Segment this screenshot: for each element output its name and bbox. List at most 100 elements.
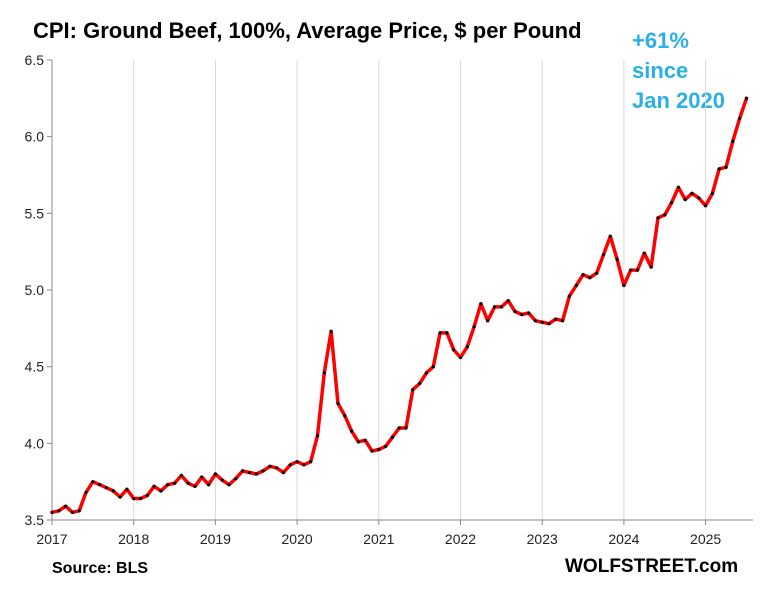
data-point xyxy=(179,473,183,478)
data-point xyxy=(125,487,129,491)
data-point xyxy=(166,483,170,487)
data-point xyxy=(724,165,728,169)
data-point xyxy=(533,319,538,323)
data-point xyxy=(322,371,326,375)
data-point xyxy=(118,495,122,499)
data-point xyxy=(710,191,715,195)
data-point xyxy=(91,480,95,484)
data-point xyxy=(465,345,469,349)
data-point xyxy=(397,426,401,430)
data-point xyxy=(309,460,313,464)
y-tick-label: 5.0 xyxy=(25,282,45,298)
data-point xyxy=(159,489,163,493)
data-point xyxy=(574,283,578,287)
x-tick-label: 2025 xyxy=(690,531,721,547)
data-point xyxy=(84,490,88,494)
data-point xyxy=(642,251,646,255)
change-annotation: +61% since Jan 2020 xyxy=(632,26,750,116)
data-point xyxy=(186,481,190,485)
data-point xyxy=(302,463,306,467)
data-point xyxy=(486,319,490,323)
data-point xyxy=(656,216,660,220)
data-point xyxy=(111,489,115,493)
data-point xyxy=(683,197,687,202)
data-point xyxy=(152,484,156,488)
source-note: Source: BLS xyxy=(52,560,149,577)
data-point xyxy=(241,469,245,473)
data-point xyxy=(363,438,367,442)
data-point xyxy=(540,320,544,324)
y-tick-label: 5.5 xyxy=(25,205,45,221)
data-point xyxy=(635,268,640,272)
data-point xyxy=(64,504,68,508)
x-tick-label: 2024 xyxy=(608,531,639,547)
data-point xyxy=(601,253,606,257)
data-point xyxy=(676,185,681,189)
data-point xyxy=(404,426,408,430)
data-point xyxy=(77,509,81,513)
data-point xyxy=(458,355,463,360)
data-point xyxy=(370,449,374,453)
data-point xyxy=(390,435,394,439)
data-point xyxy=(343,414,347,418)
series-ground-beef xyxy=(50,96,749,515)
y-tick-label: 6.5 xyxy=(25,52,45,68)
x-tick-label: 2019 xyxy=(200,531,231,547)
data-point xyxy=(438,331,442,335)
x-tick-label: 2022 xyxy=(445,531,476,547)
data-point xyxy=(445,331,449,335)
data-point xyxy=(70,510,74,514)
series-line xyxy=(50,96,749,515)
annotation-line-2: Jan 2020 xyxy=(632,88,725,113)
data-point xyxy=(649,265,653,269)
data-point xyxy=(479,302,483,306)
x-axis-ticks: 2017 2018 2019 2020 2021 2022 2023 2024 2025 xyxy=(36,520,721,547)
chart-title: CPI: Ground Beef, 100%, Average Price, $… xyxy=(33,18,582,43)
data-point xyxy=(670,201,674,205)
data-point xyxy=(615,257,619,261)
data-point xyxy=(493,305,497,309)
data-point xyxy=(520,312,524,317)
data-point xyxy=(132,496,136,501)
data-point xyxy=(173,481,177,485)
data-point xyxy=(268,464,272,468)
annotation-line-1: +61% since xyxy=(632,28,689,83)
data-point xyxy=(513,309,517,314)
data-point xyxy=(50,510,54,514)
data-point xyxy=(329,329,333,333)
data-point xyxy=(227,483,231,487)
data-point xyxy=(247,470,251,475)
data-point xyxy=(567,294,572,298)
data-point xyxy=(213,472,217,476)
data-point xyxy=(411,388,415,392)
data-point xyxy=(261,469,265,473)
data-point xyxy=(554,317,558,321)
data-point xyxy=(663,213,667,217)
data-point xyxy=(356,440,360,444)
y-tick-label: 6.0 xyxy=(25,129,45,145)
x-tick-label: 2021 xyxy=(363,531,394,547)
data-point xyxy=(588,276,592,280)
data-point xyxy=(315,434,320,438)
data-point xyxy=(431,365,435,369)
data-point xyxy=(547,322,551,326)
data-point xyxy=(731,139,735,143)
data-point xyxy=(288,463,292,467)
x-tick-label: 2023 xyxy=(527,531,558,547)
y-tick-label: 4.5 xyxy=(25,359,45,375)
data-point xyxy=(506,299,510,303)
data-point xyxy=(220,478,224,482)
data-point xyxy=(690,191,694,195)
x-tick-label: 2018 xyxy=(118,531,149,547)
data-point xyxy=(98,483,102,487)
y-tick-label: 3.5 xyxy=(25,512,45,528)
data-point xyxy=(234,477,238,481)
data-point xyxy=(629,268,633,272)
brand-label: WOLFSTREET.com xyxy=(565,556,739,577)
data-point xyxy=(744,96,749,100)
data-point xyxy=(57,509,61,513)
data-point xyxy=(254,472,258,476)
data-point xyxy=(336,401,340,406)
data-point xyxy=(472,325,476,329)
y-axis-ticks: 3.5 4.0 4.5 5.0 5.5 6.0 6.5 xyxy=(25,52,52,528)
